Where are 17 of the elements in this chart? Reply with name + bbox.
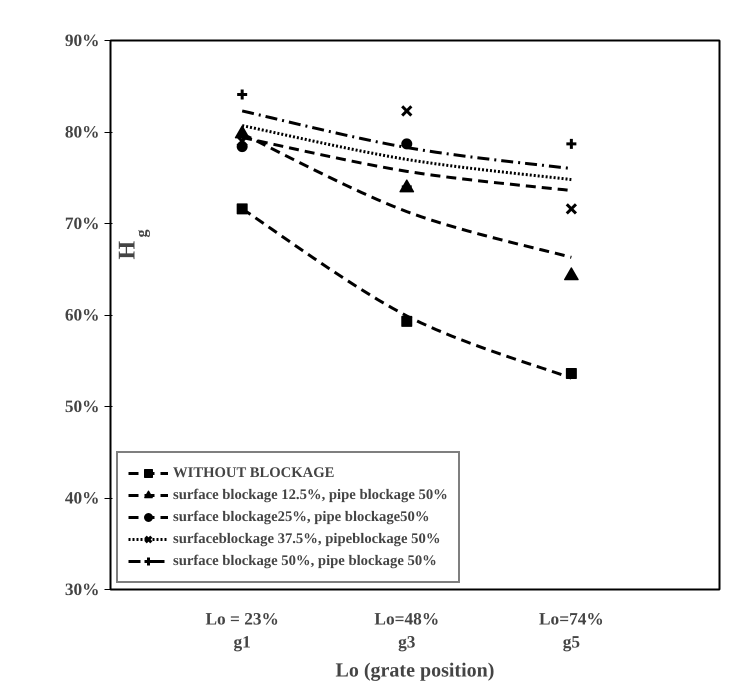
y-tick-label: 40%	[64, 488, 100, 508]
legend-label: WITHOUT BLOCKAGE	[173, 464, 334, 482]
y-tick-label: 80%	[64, 122, 100, 142]
y-tick-label: 30%	[64, 580, 100, 599]
legend-label: surface blockage 50%, pipe blockage 50%	[173, 552, 437, 570]
y-tick-label: 50%	[64, 397, 100, 416]
x-tick-label: Lo=48% g3	[374, 610, 440, 652]
x-axis-title: Lo (grate position)	[336, 659, 494, 682]
legend-label: surface blockage25%, pipe blockage50%	[173, 508, 430, 526]
y-tick-label: 60%	[64, 306, 100, 324]
legend-label: surfaceblockage 37.5%, pipeblockage 50%	[173, 530, 440, 548]
y-tick-label: 70%	[64, 214, 100, 233]
x-tick-label: Lo=74% g5	[538, 610, 604, 652]
y-tick-label: 90%	[64, 31, 100, 50]
x-tick-label: Lo = 23% g1	[205, 610, 279, 652]
legend-label: surface blockage 12.5%, pipe blockage 50%	[173, 486, 448, 504]
y-axis-title: Hg	[114, 230, 150, 260]
